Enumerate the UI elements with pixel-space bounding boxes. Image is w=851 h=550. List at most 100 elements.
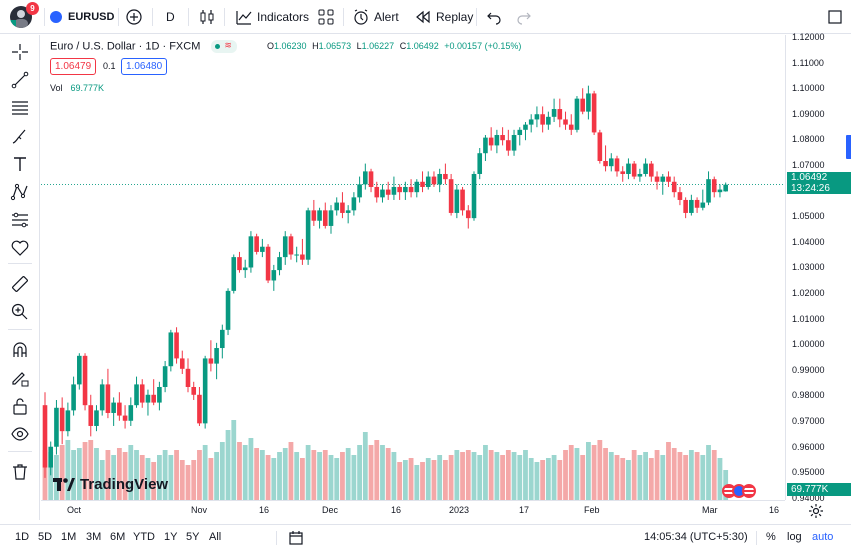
replay-button[interactable]: Replay <box>414 0 473 33</box>
candle-body <box>397 186 402 193</box>
volume-bar <box>179 460 185 500</box>
divider <box>152 8 153 26</box>
spread-value: 0.1 <box>103 61 116 71</box>
magnet-tool[interactable] <box>9 339 31 361</box>
candle-body <box>197 394 202 424</box>
divider <box>756 531 757 545</box>
stay-in-drawing-tool[interactable] <box>9 367 31 389</box>
chart-pane[interactable] <box>41 35 785 500</box>
volume-bar <box>677 452 683 500</box>
templates-button[interactable] <box>317 0 335 33</box>
compare-symbol-button[interactable] <box>125 0 143 33</box>
candle-body <box>305 210 311 260</box>
text-tool[interactable] <box>9 153 31 175</box>
volume-bar <box>534 462 540 500</box>
pattern-tool[interactable] <box>9 181 31 203</box>
brush-tool[interactable] <box>9 125 31 147</box>
time-axis-label: 16 <box>259 505 270 515</box>
chart-settings-button[interactable] <box>808 503 824 524</box>
range-button-1m[interactable]: 1M <box>61 531 77 543</box>
candle-body <box>248 236 254 268</box>
timezone-clock[interactable]: 14:05:34 (UTC+5:30) <box>644 531 748 543</box>
icon-tool[interactable] <box>9 237 31 259</box>
volume-bar <box>488 450 494 500</box>
volume-bar <box>94 448 99 500</box>
undo-button[interactable] <box>486 0 502 33</box>
candle-body <box>465 210 471 219</box>
range-button-1d[interactable]: 1D <box>15 531 30 543</box>
candle-body <box>71 384 76 411</box>
price-axis[interactable]: 1.12000 1.11000 1.10000 1.09000 1.08000 1.070… <box>785 32 851 503</box>
redo-button[interactable] <box>516 0 532 33</box>
volume-bar <box>717 458 723 500</box>
prediction-tool[interactable] <box>9 209 31 231</box>
percent-scale-toggle[interactable]: % <box>766 531 776 543</box>
range-button-5y[interactable]: 5Y <box>186 531 200 543</box>
range-button-all[interactable]: All <box>209 531 222 543</box>
log-scale-toggle[interactable]: log <box>787 531 802 543</box>
redo-icon <box>517 12 531 25</box>
interval-button[interactable]: D <box>166 0 175 33</box>
buy-button[interactable]: 1.06480 <box>121 58 168 75</box>
euro-flag-icon <box>50 10 62 23</box>
trendline-tool[interactable] <box>9 69 31 91</box>
pencil-lock-icon <box>12 372 29 387</box>
sell-button[interactable]: 1.06479 <box>50 58 97 75</box>
volume-bar <box>128 445 134 500</box>
range-button-ytd[interactable]: YTD <box>133 531 155 543</box>
chart-type-button[interactable] <box>199 0 215 33</box>
events-flags[interactable] <box>722 484 756 498</box>
go-to-date-button[interactable] <box>288 530 304 550</box>
volume-bar <box>511 452 517 500</box>
volume-bar <box>666 442 671 500</box>
candle-body <box>345 210 351 213</box>
remove-drawings-tool[interactable] <box>9 461 31 483</box>
alert-button[interactable]: Alert <box>352 0 399 33</box>
candle-body <box>460 189 465 211</box>
hide-drawings-tool[interactable] <box>9 423 31 445</box>
crosshair-tool[interactable] <box>9 41 31 63</box>
range-button-3m[interactable]: 3M <box>86 531 102 543</box>
range-button-6m[interactable]: 6M <box>110 531 126 543</box>
market-status-icon[interactable]: ≋ <box>211 40 238 53</box>
volume-bar <box>425 458 431 500</box>
candle-body <box>380 189 385 198</box>
calendar-icon <box>289 531 303 545</box>
candle-body <box>643 163 648 174</box>
symbol-legend-title[interactable]: Euro / U.S. Dollar · 1D · FXCM ≋ <box>50 40 238 53</box>
candle-body <box>626 163 631 174</box>
candlestick-chart[interactable] <box>41 35 785 500</box>
zoom-tool[interactable] <box>9 301 31 323</box>
price-tick-label: 1.02000 <box>792 288 825 298</box>
candle-body <box>700 202 706 208</box>
candle-body <box>117 402 122 416</box>
time-axis[interactable]: Oct Nov 16 Dec 16 2023 17 Feb Mar 16 <box>41 500 785 520</box>
volume-bar <box>591 445 597 500</box>
top-toolbar: 9 EURUSD D Indicators Alert Replay <box>0 0 851 34</box>
lock-drawings-tool[interactable] <box>9 395 31 417</box>
collapse-panel-button[interactable] <box>846 135 851 159</box>
time-axis-label: Dec <box>322 505 339 515</box>
auto-scale-toggle[interactable]: auto <box>812 531 834 543</box>
tradingview-logo[interactable]: TradingView <box>53 476 168 493</box>
symbol-search-button[interactable]: EURUSD <box>50 0 114 33</box>
time-axis-label: 2023 <box>449 505 470 515</box>
volume-legend[interactable]: Vol 69.777K <box>50 83 104 93</box>
range-button-5d[interactable]: 5D <box>38 531 53 543</box>
candle-body <box>179 358 185 369</box>
fib-tool[interactable] <box>9 97 31 119</box>
indicators-button[interactable]: Indicators <box>235 0 309 33</box>
measure-tool[interactable] <box>9 273 31 295</box>
volume-bar <box>105 450 111 500</box>
fullscreen-button[interactable] <box>828 0 842 33</box>
candle-body <box>574 98 580 130</box>
volume-value: 69.777K <box>70 83 105 93</box>
candle-body <box>494 135 500 146</box>
volume-bar <box>603 448 608 500</box>
candle-body <box>586 93 591 112</box>
candle-body <box>448 179 454 213</box>
volume-bar <box>700 455 706 500</box>
candle-body <box>597 132 603 161</box>
candle-body <box>162 366 168 387</box>
range-button-1y[interactable]: 1Y <box>164 531 178 543</box>
